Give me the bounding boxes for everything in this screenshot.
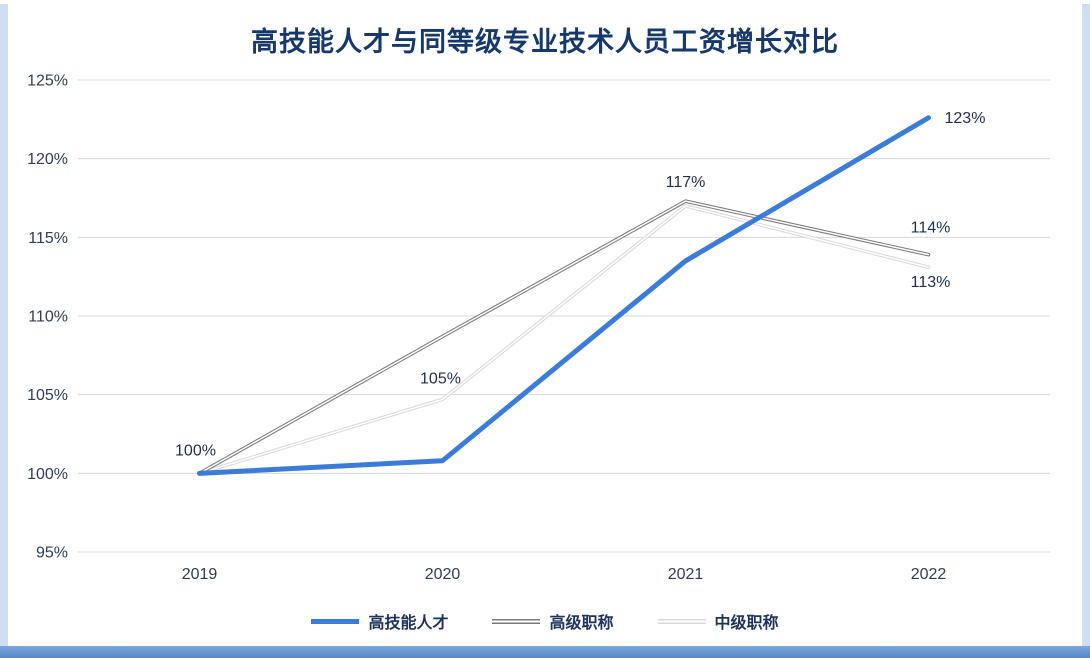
data-label-series-2: 105% xyxy=(420,370,461,387)
series-line-2 xyxy=(197,204,931,476)
legend-item-1[interactable]: 高级职称 xyxy=(492,609,614,633)
y-tick-label: 100% xyxy=(27,466,68,483)
y-tick-label: 125% xyxy=(27,73,68,90)
data-label-series-1: 117% xyxy=(666,174,706,191)
legend-item-0[interactable]: 高技能人才 xyxy=(311,609,448,633)
y-tick-label: 115% xyxy=(28,230,68,247)
x-tick-label: 2020 xyxy=(425,566,461,581)
data-label-series-1: 114% xyxy=(911,220,951,237)
left-border-strip xyxy=(0,4,8,646)
legend-line-sample-1 xyxy=(492,618,541,624)
legend-item-2[interactable]: 中级职称 xyxy=(657,609,779,633)
series-line-1 xyxy=(197,199,931,476)
legend-line-sample-2 xyxy=(657,618,706,624)
series-line-0 xyxy=(197,115,931,476)
x-tick-label: 2021 xyxy=(668,566,704,581)
data-label-series-0: 123% xyxy=(945,110,986,127)
y-tick-label: 105% xyxy=(27,387,68,404)
y-tick-label: 120% xyxy=(27,151,68,168)
series-line-casing-1 xyxy=(198,200,930,475)
legend-label-0: 高技能人才 xyxy=(368,615,449,632)
chart-legend: 高技能人才 高级职称 中级职称 xyxy=(8,608,1082,634)
chart-panel: 高技能人才与同等级专业技术人员工资增长对比 95% 100% 105% 110% 115… xyxy=(8,0,1082,646)
legend-label-1: 高级职称 xyxy=(549,615,614,632)
bottom-border-strip xyxy=(0,646,1090,658)
x-tick-label: 2019 xyxy=(182,566,218,581)
chart-title: 高技能人才与同等级专业技术人员工资增长对比 xyxy=(251,27,839,57)
line-chart: 95% 100% 105% 110% 115% 120% 125% 2019 2020 2021 2… xyxy=(27,73,1050,581)
data-label-series-2: 113% xyxy=(911,274,951,291)
data-label-series-0: 100% xyxy=(175,442,216,459)
right-border-strip xyxy=(1082,4,1090,646)
legend-line-sample-0 xyxy=(311,618,360,624)
legend-label-2: 中级职称 xyxy=(714,615,779,632)
y-tick-label: 95% xyxy=(36,545,68,562)
series-line-casing-2 xyxy=(198,205,930,475)
y-tick-label: 110% xyxy=(28,309,68,326)
x-tick-label: 2022 xyxy=(911,566,947,581)
